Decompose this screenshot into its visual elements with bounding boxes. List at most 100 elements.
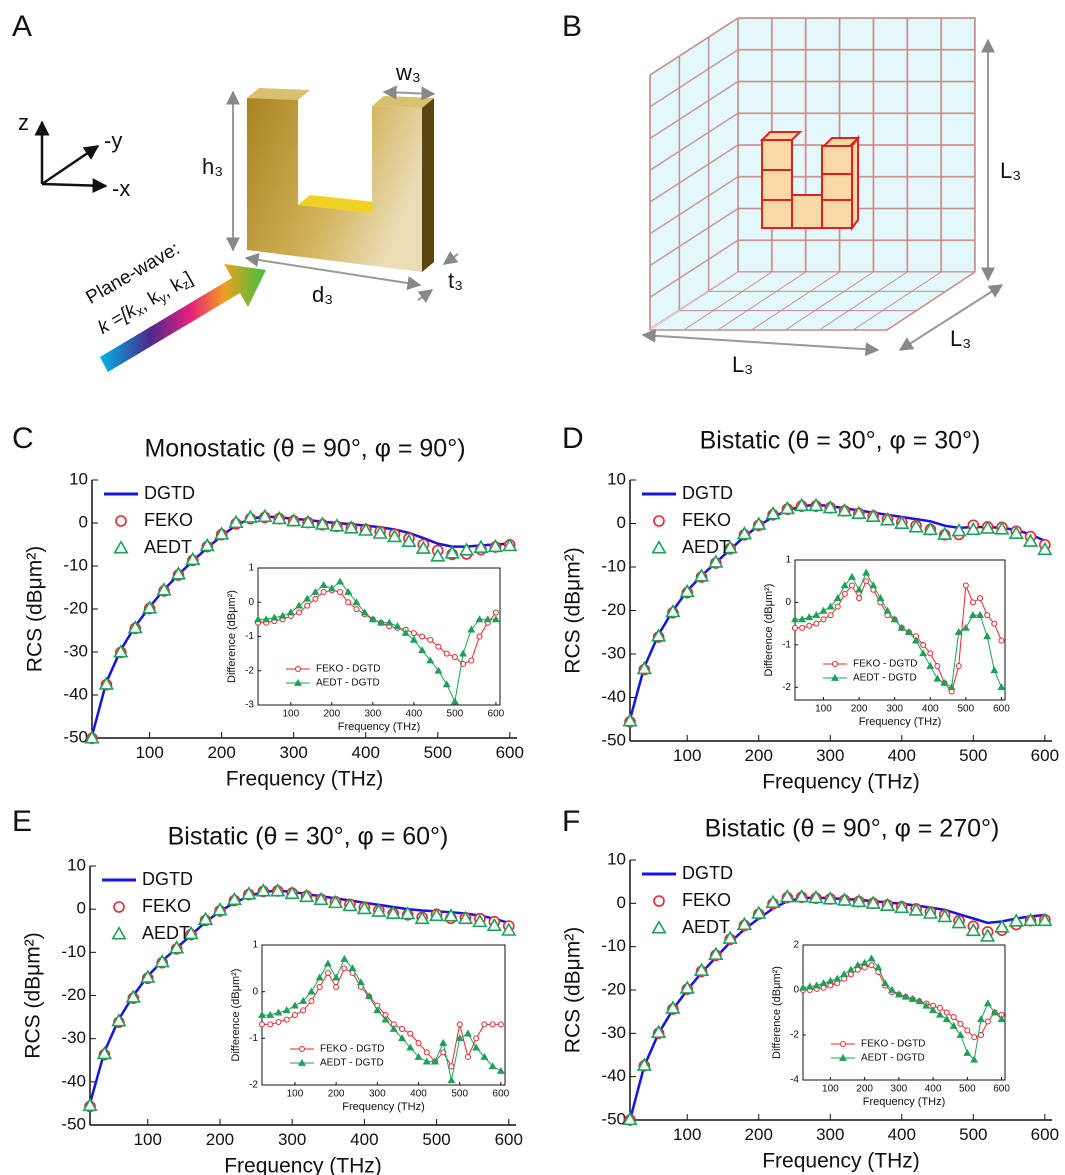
legend-marker [839,1053,847,1061]
x-axis-label: Frequency (THz) [342,1101,425,1113]
inset-chart: -4 -2 0 2 100 200 300 400 500 600 Frequency (THz) D… [771,940,1010,1108]
marker [415,1040,422,1046]
x-axis-label: Frequency (THz) [338,721,421,733]
marker [472,1043,481,1051]
marker [984,1018,991,1025]
marker [1022,533,1039,547]
x-tick-label: 500 [422,1130,450,1149]
marker [820,616,827,623]
marker [284,885,300,900]
marker [819,606,828,614]
marker [327,584,336,592]
marker [881,979,890,987]
marker [373,1006,382,1014]
marker [345,599,352,606]
x-tick-label: 300 [280,743,308,762]
y-tick-label: 0 [79,512,88,531]
marker [805,982,814,990]
marker [798,615,807,623]
marker [502,537,518,552]
marker [458,542,475,556]
marker [867,954,876,962]
dimension-label: L₃ [732,352,753,377]
x-tick-label: 100 [673,1125,701,1144]
x-tick-label: 600 [993,704,1010,715]
marker [266,1010,275,1018]
marker [937,908,953,923]
marker [979,928,996,942]
marker [316,984,323,990]
u-structure [247,88,434,272]
marker [665,1000,681,1014]
legend-marker [832,661,838,667]
marker [226,891,243,906]
x-tick-label: 400 [410,1089,427,1100]
marker [428,907,445,922]
x-axis-label: Frequency (THz) [859,716,942,728]
marker [300,1007,307,1014]
marker [736,916,753,931]
marker [855,585,864,593]
inset-chart: -2 -1 0 1 100 200 300 400 500 600 Frequency (THz) D… [230,940,510,1113]
marker [358,522,374,536]
marker [439,1038,448,1046]
legend-marker [111,926,127,940]
marker [990,666,999,674]
marker [271,510,287,525]
marker [794,888,810,903]
x-tick-label: 400 [922,704,939,715]
marker [836,892,853,906]
marker [961,623,970,631]
dimension-label: L₃ [950,326,971,351]
marker [853,961,862,969]
marker [111,1013,127,1027]
y-tick-label: 2 [793,940,799,951]
marker [833,594,842,602]
marker [451,654,458,661]
y-tick-label: -3 [245,700,254,711]
marker [255,883,271,897]
legend-marker [115,515,127,527]
marker [274,1008,283,1016]
marker [897,623,906,631]
y-tick-label: 0 [793,985,799,996]
marker [846,965,855,973]
y-tick-label: 0 [77,899,86,918]
diagram-b: B L₃ L₃ L₃ [562,10,1021,377]
marker [922,1001,931,1009]
marker [307,987,316,995]
marker [894,990,903,998]
marker [267,1021,274,1028]
y-tick-label: -40 [63,684,88,703]
marker [951,523,967,537]
marker [915,997,924,1005]
marker [315,973,324,981]
marker [419,633,426,640]
marker [300,514,316,529]
marker [765,894,781,908]
axis-name: z [18,110,29,135]
marker [418,646,427,654]
marker [808,497,824,512]
legend-marker [653,895,665,907]
marker [934,663,941,670]
y-axis-label: RCS (dBμm²) [562,547,585,673]
marker [389,1024,398,1032]
marker [127,620,143,634]
y-tick-label: -40 [61,1071,86,1090]
y-tick-label: 0 [248,597,254,608]
marker [386,528,403,543]
panel-label: F [562,805,580,838]
y-tick-label: 10 [607,849,626,868]
diagram-a: A z -y -x h₃ w₃ d₃ t₃ Plane-wave: k =[kx… [12,10,463,372]
x-tick-label: 600 [1031,1125,1059,1144]
marker [751,516,767,530]
marker [976,611,985,618]
marker [951,914,967,929]
marker [994,521,1010,535]
marker [296,609,303,616]
marker [912,636,921,644]
marker [927,650,934,657]
marker [343,520,359,534]
marker [348,964,357,972]
